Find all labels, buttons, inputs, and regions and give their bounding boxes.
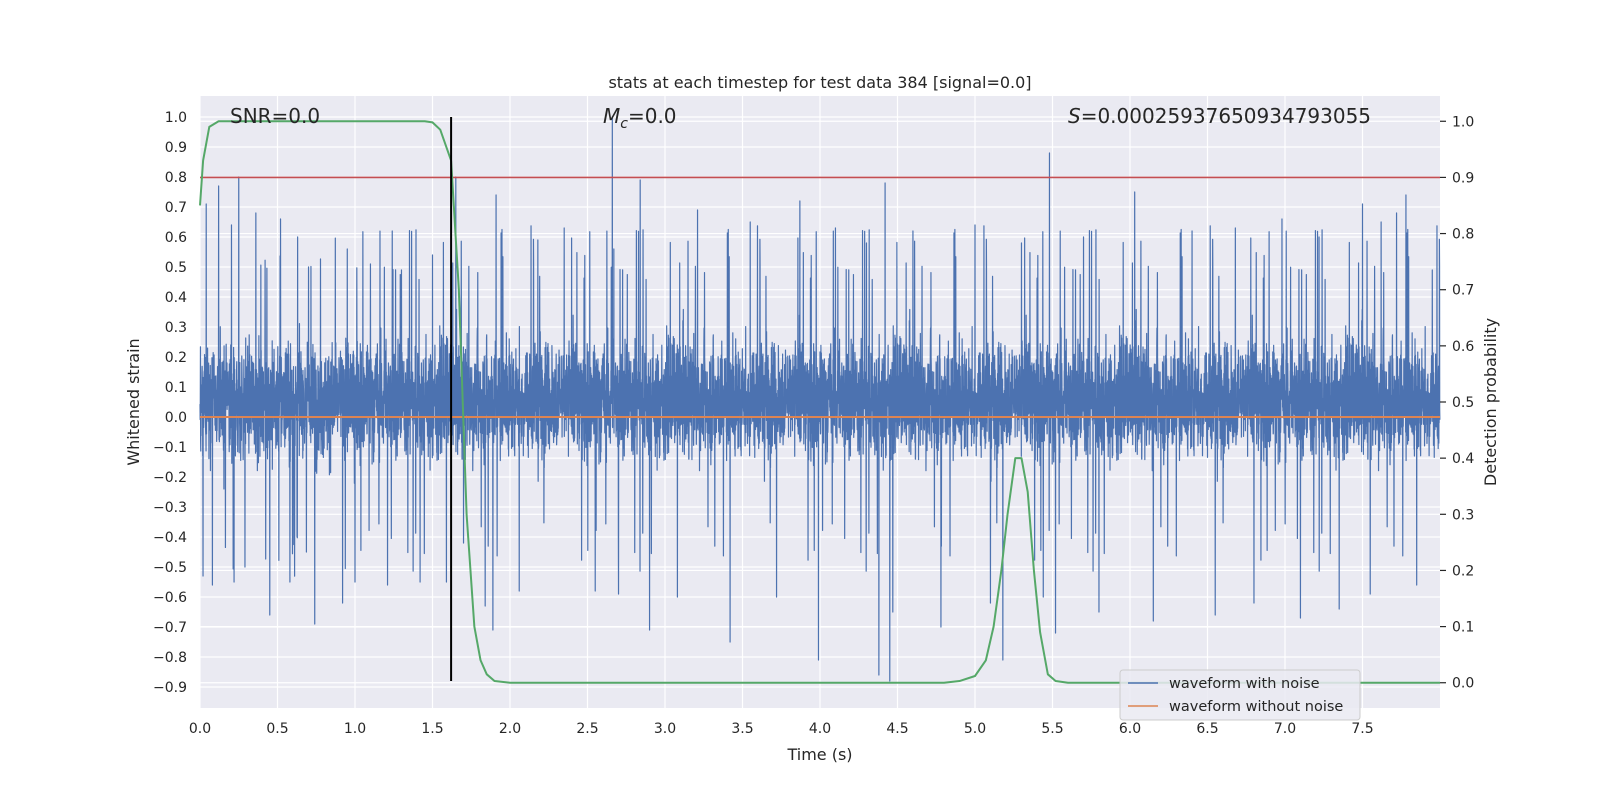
chirp-mass-value: =0.0 (628, 104, 677, 128)
y-axis-label: Whitened strain (124, 338, 143, 465)
x-tick-label: 2.0 (499, 721, 521, 737)
y-tick-label: 0.5 (165, 260, 187, 276)
y-tick-label: 0.0 (165, 410, 187, 426)
line-series (199, 117, 1440, 684)
chirp-mass-subscript: c (620, 116, 628, 132)
legend-box (1119, 669, 1361, 721)
y-tick-label: −0.9 (153, 680, 187, 696)
x-axis-label: Time (s) (786, 745, 852, 764)
x-tick-label: 2.5 (576, 721, 598, 737)
y-axis-ticks: −0.9 −0.8 −0.7 −0.6 −0.5 −0.4 −0.3 −0.2 −0.1 0.0 0… (153, 110, 187, 696)
y-right-tick-label: 0.1 (1452, 620, 1474, 636)
y-tick-label: −0.8 (153, 650, 187, 666)
noise-waveform-line (199, 116, 1441, 682)
x-tick-label: 7.5 (1351, 721, 1373, 737)
statistic-annotation: S=0.00025937650934793055 (1068, 104, 1371, 128)
y-right-tick-label: 0.9 (1452, 170, 1474, 186)
x-tick-label: 7.0 (1274, 721, 1296, 737)
y-tick-label: −0.5 (153, 560, 187, 576)
statistic-value: =0.00025937650934793055 (1081, 104, 1371, 128)
x-axis-ticks: 0.0 0.5 1.0 1.5 2.0 2.5 3.0 3.5 4.0 4.5 5.0 5.5 6.0 6… (189, 721, 1374, 737)
y-tick-label: 1.0 (165, 110, 187, 126)
y-right-tick-label: 1.0 (1452, 114, 1474, 130)
legend-label-noise: waveform with noise (1169, 676, 1320, 692)
y-tick-label: 0.3 (165, 320, 187, 336)
y-tick-label: −0.6 (153, 590, 187, 606)
y-right-tick-label: 0.0 (1452, 676, 1474, 692)
y-tick-label: 0.4 (165, 290, 187, 306)
y-right-axis-label: Detection probability (1481, 318, 1500, 486)
chirp-mass-symbol: M (603, 104, 620, 128)
noise-waveform (199, 116, 1441, 682)
y-tick-label: −0.1 (153, 440, 187, 456)
x-tick-label: 0.0 (189, 721, 211, 737)
y-right-tick-label: 0.5 (1452, 395, 1474, 411)
y-right-tick-label: 0.2 (1452, 563, 1474, 579)
y-tick-label: 0.2 (165, 350, 187, 366)
y-right-axis-ticks: 0.0 0.1 0.2 0.3 0.4 0.5 0.6 0.7 0.8 0.9 1.0 (1440, 114, 1474, 692)
y-tick-label: 0.9 (165, 140, 187, 156)
chart-title: stats at each timestep for test data 384… (608, 73, 1031, 92)
x-tick-label: 6.0 (1119, 721, 1141, 737)
y-tick-label: −0.7 (153, 620, 187, 636)
y-tick-label: 0.6 (165, 230, 187, 246)
y-tick-label: −0.2 (153, 470, 187, 486)
y-tick-label: 0.7 (165, 200, 187, 216)
x-tick-label: 6.5 (1196, 721, 1218, 737)
chirp-mass-annotation: Mc=0.0 (603, 104, 677, 132)
x-tick-label: 4.5 (886, 721, 908, 737)
x-tick-label: 0.5 (266, 721, 288, 737)
x-tick-label: 3.0 (654, 721, 676, 737)
snr-annotation: SNR=0.0 (230, 104, 320, 128)
y-right-tick-label: 0.6 (1452, 339, 1474, 355)
x-tick-label: 4.0 (809, 721, 831, 737)
x-tick-label: 1.0 (344, 721, 366, 737)
y-tick-label: 0.1 (165, 380, 187, 396)
y-right-tick-label: 0.3 (1452, 507, 1474, 523)
y-right-tick-label: 0.7 (1452, 283, 1474, 299)
y-tick-label: 0.8 (165, 170, 187, 186)
y-tick-label: −0.3 (153, 500, 187, 516)
x-tick-label: 1.5 (421, 721, 443, 737)
x-tick-label: 5.5 (1041, 721, 1063, 737)
statistic-symbol: S (1068, 104, 1081, 128)
legend-label-clean: waveform without noise (1169, 699, 1343, 715)
legend: waveform with noise waveform without noi… (1119, 669, 1361, 721)
y-tick-label: −0.4 (153, 530, 187, 546)
x-tick-label: 5.0 (964, 721, 986, 737)
detection-probability-line (199, 120, 1440, 684)
y-right-tick-label: 0.4 (1452, 451, 1474, 467)
y-right-tick-label: 0.8 (1452, 227, 1474, 243)
x-tick-label: 3.5 (731, 721, 753, 737)
